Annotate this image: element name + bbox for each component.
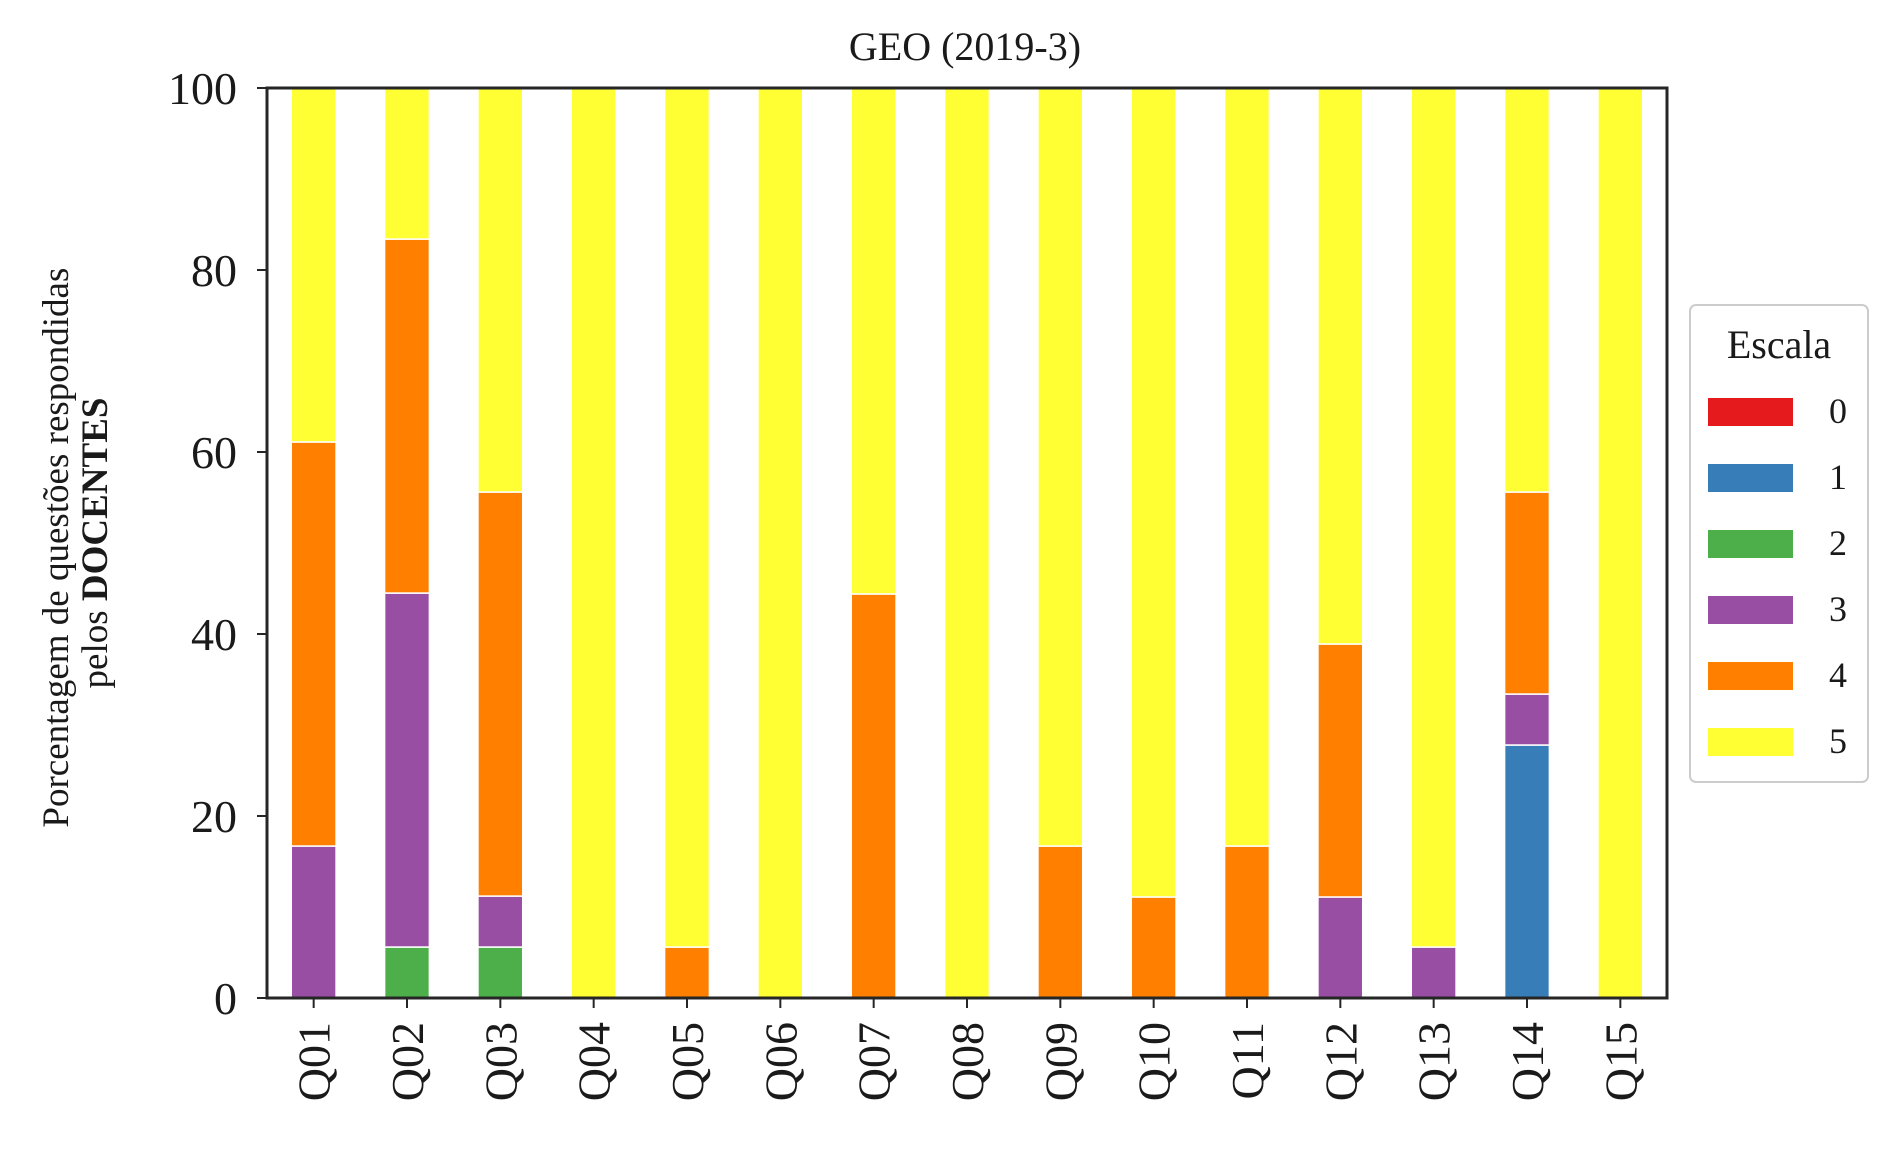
y-tick-label: 80 (191, 245, 237, 296)
bar-q03-scale-4 (477, 491, 524, 897)
bar-q12-scale-3 (1317, 896, 1364, 999)
bar-q01-scale-4 (290, 441, 337, 847)
bar-q02-scale-5 (383, 86, 431, 240)
legend-label-4: 4 (1829, 655, 1847, 695)
bar-q02-scale-3 (383, 592, 431, 948)
x-tick-label-q03: Q03 (475, 1022, 526, 1101)
y-tick-label: 40 (191, 609, 237, 660)
y-axis-label-line1: Porcentagem de questões respondidas (36, 268, 77, 828)
bar-q01-scale-5 (290, 87, 337, 443)
bar-q05-scale-4 (663, 946, 711, 999)
legend-label-0: 0 (1829, 391, 1847, 431)
bar-q05-scale-5 (663, 87, 711, 948)
legend-swatch-5 (1708, 728, 1793, 756)
bar-q11-scale-5 (1223, 87, 1271, 847)
x-tick-label-q13: Q13 (1409, 1022, 1460, 1101)
legend-swatch-1 (1708, 464, 1793, 492)
legend-label-2: 2 (1829, 523, 1847, 563)
bar-q01-scale-3 (290, 845, 337, 999)
bar-q07-scale-4 (850, 593, 897, 999)
x-tick-label-q01: Q01 (289, 1022, 340, 1101)
y-tick-label: 0 (214, 973, 237, 1024)
bar-q14-scale-4 (1503, 491, 1551, 695)
x-axis: Q01 Q02 Q03 Q04 Q05 Q06 Q07 Q08 Q09 Q10 Q11 Q12 Q13 Q… (289, 998, 1646, 1101)
x-tick-label-q02: Q02 (382, 1022, 433, 1101)
bar-q12-scale-4 (1317, 643, 1364, 898)
bar-q09-scale-5 (1037, 87, 1084, 847)
bar-q06-scale-5 (757, 87, 804, 999)
bar-q15-scale-5 (1597, 87, 1644, 999)
x-tick-label-q11: Q11 (1222, 1022, 1273, 1100)
x-tick-label-q07: Q07 (849, 1022, 900, 1101)
legend-label-1: 1 (1829, 457, 1847, 497)
bars-layer (290, 86, 1644, 999)
legend-items: 0 1 2 3 4 5 (1708, 391, 1847, 761)
bar-q02-scale-2 (383, 946, 431, 999)
x-tick-label-q14: Q14 (1502, 1022, 1553, 1101)
y-axis: 0 20 40 60 80 100 (168, 63, 267, 1024)
bar-q12-scale-5 (1317, 87, 1364, 645)
bar-q03-scale-2 (477, 946, 524, 999)
legend: Escala 0 1 2 3 4 5 (1689, 304, 1869, 783)
bar-q08-scale-5 (943, 87, 991, 999)
bar-q03-scale-5 (477, 87, 524, 493)
legend-swatch-3 (1708, 596, 1793, 624)
bar-q02-scale-4 (383, 238, 431, 594)
x-tick-label-q10: Q10 (1129, 1022, 1180, 1101)
bar-q13-scale-3 (1410, 946, 1457, 999)
y-tick-label: 100 (168, 63, 237, 114)
chart-title: GEO (2019-3) (849, 24, 1081, 69)
x-tick-label-q09: Q09 (1035, 1022, 1086, 1101)
x-tick-label-q05: Q05 (662, 1022, 713, 1101)
bar-q14-scale-1 (1503, 744, 1551, 999)
bar-q07-scale-5 (850, 87, 897, 595)
y-axis-label-bold: DOCENTES (75, 398, 116, 602)
y-tick-label: 60 (191, 427, 237, 478)
bar-q11-scale-4 (1223, 845, 1271, 999)
x-tick-label-q06: Q06 (755, 1022, 806, 1101)
bar-q10-scale-5 (1130, 87, 1177, 898)
bar-q14-scale-3 (1503, 693, 1551, 746)
x-tick-label-q15: Q15 (1595, 1022, 1646, 1101)
y-axis-label: Porcentagem de questões respondidas pelo… (36, 258, 116, 827)
bar-q14-scale-5 (1503, 87, 1551, 493)
legend-label-5: 5 (1829, 721, 1847, 761)
bar-q10-scale-4 (1130, 896, 1177, 999)
legend-label-3: 3 (1829, 589, 1847, 629)
bar-q13-scale-5 (1410, 87, 1457, 948)
legend-title: Escala (1727, 322, 1832, 367)
legend-swatch-2 (1708, 530, 1793, 558)
x-tick-label-q08: Q08 (942, 1022, 993, 1101)
y-axis-label-prefix: pelos (75, 601, 116, 688)
legend-swatch-4 (1708, 662, 1793, 690)
bar-q03-scale-3 (477, 895, 524, 948)
bar-q04-scale-5 (570, 87, 617, 999)
x-tick-label-q04: Q04 (569, 1022, 620, 1101)
legend-swatch-0 (1708, 398, 1793, 426)
bar-q09-scale-4 (1037, 845, 1084, 999)
x-tick-label-q12: Q12 (1315, 1022, 1366, 1101)
y-tick-label: 20 (191, 791, 237, 842)
